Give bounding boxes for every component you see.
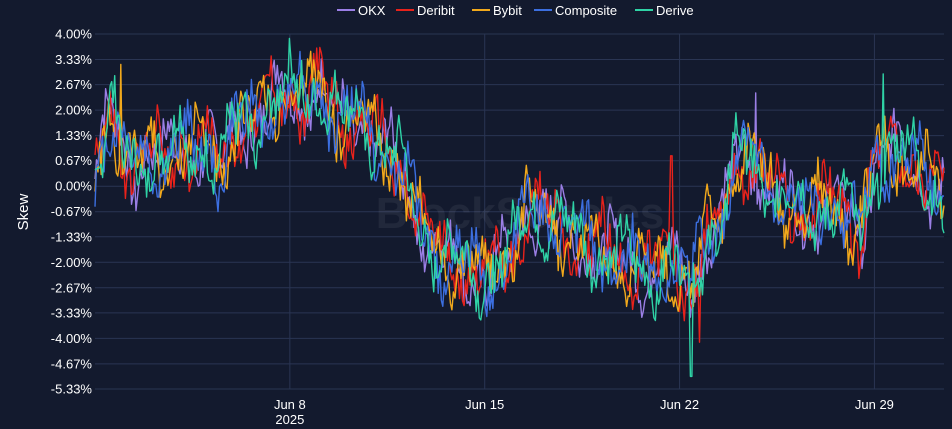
legend-item-deribit[interactable]: Deribit: [396, 3, 455, 18]
y-tick-label: 1.33%: [55, 128, 92, 143]
legend-label: Bybit: [493, 3, 522, 18]
y-tick-label: -1.33%: [51, 229, 93, 244]
legend-item-okx[interactable]: OKX: [337, 3, 386, 18]
x-tick-sublabel: 2025: [275, 412, 304, 424]
y-tick-label: -2.67%: [51, 280, 93, 295]
legend[interactable]: OKX Deribit Bybit Composite Derive: [337, 3, 694, 18]
series-layer: [94, 37, 945, 378]
series-line-deribit: [94, 46, 945, 343]
y-tick-label: -4.00%: [51, 331, 93, 346]
x-tick-label: Jun 8: [274, 397, 306, 412]
legend-label: OKX: [358, 3, 386, 18]
y-tick-label: -5.33%: [51, 382, 93, 397]
legend-label: Deribit: [417, 3, 455, 18]
y-tick-label: 0.00%: [55, 179, 92, 194]
y-tick-label: -0.67%: [51, 204, 93, 219]
y-tick-label: 3.33%: [55, 52, 92, 67]
y-tick-label: 2.67%: [55, 77, 92, 92]
y-tick-label: -2.00%: [51, 255, 93, 270]
y-axis-title: Skew: [15, 193, 32, 230]
y-tick-label: 4.00%: [55, 27, 92, 42]
legend-item-bybit[interactable]: Bybit: [472, 3, 522, 18]
legend-item-composite[interactable]: Composite: [534, 3, 617, 18]
legend-item-derive[interactable]: Derive: [635, 3, 694, 18]
y-axis-ticks: 4.00% 3.33% 2.67% 2.00% 1.33% 0.67% 0.00% -0.67…: [51, 27, 93, 397]
y-tick-label: -4.67%: [51, 356, 93, 371]
series-line-bybit: [94, 50, 945, 312]
x-tick-label: Jun 22: [660, 397, 699, 412]
series-line-derive: [94, 37, 945, 378]
x-tick-label: Jun 15: [465, 397, 504, 412]
grid: [95, 33, 944, 390]
y-tick-label: -3.33%: [51, 305, 93, 320]
y-tick-label: 2.00%: [55, 103, 92, 118]
legend-label: Derive: [656, 3, 694, 18]
x-tick-label: Jun 29: [855, 397, 894, 412]
series-line-composite: [94, 50, 945, 318]
legend-label: Composite: [555, 3, 617, 18]
y-tick-label: 0.67%: [55, 153, 92, 168]
